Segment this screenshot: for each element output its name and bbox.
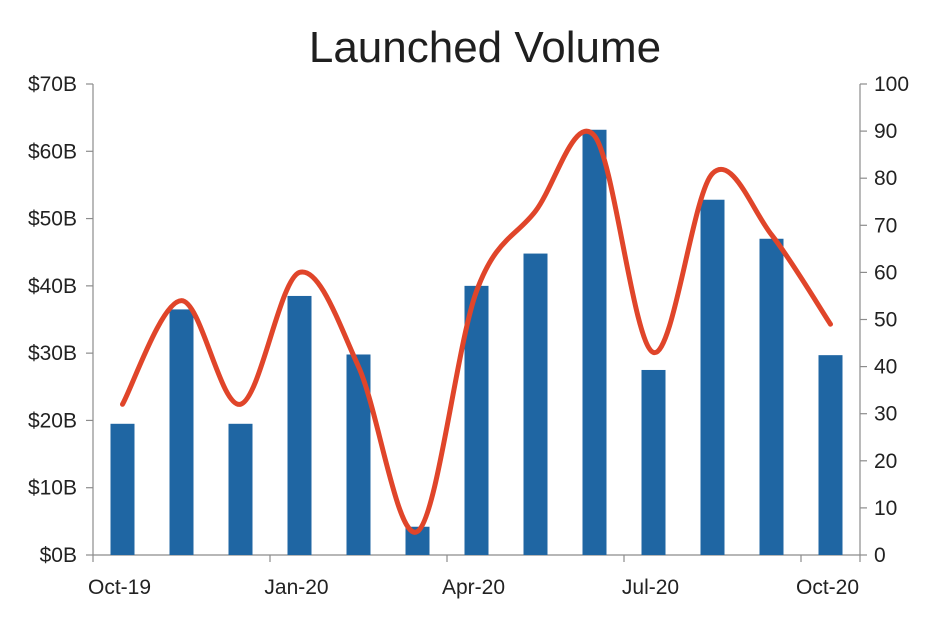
line-path — [120, 128, 833, 535]
left-tick-label: $30B — [28, 342, 77, 365]
bar — [110, 423, 135, 555]
bar — [641, 369, 666, 555]
bar — [464, 285, 489, 555]
right-tick-label: 80 — [874, 167, 897, 190]
x-tick-label: Oct-20 — [796, 576, 859, 599]
bar — [287, 295, 312, 555]
right-tick-label: 70 — [874, 214, 897, 237]
tick-labels: $0B $10B $20B $30B $40B $50B $60B $70B 0 10 20 30 40… — [28, 73, 909, 599]
bar — [759, 238, 784, 555]
x-tick-label: Oct-19 — [88, 576, 151, 599]
right-tick-label: 90 — [874, 120, 897, 143]
bar — [523, 253, 548, 555]
right-tick-label: 50 — [874, 309, 897, 332]
right-tick-label: 100 — [874, 73, 909, 96]
right-tick-label: 10 — [874, 497, 897, 520]
bar — [169, 309, 194, 555]
x-tick-label: Jul-20 — [622, 576, 679, 599]
right-tick-label: 20 — [874, 450, 897, 473]
left-tick-label: $20B — [28, 409, 77, 432]
bar — [582, 129, 607, 556]
right-tick-label: 0 — [874, 544, 886, 567]
left-tick-label: $70B — [28, 73, 77, 96]
x-tick-label: Jan-20 — [264, 576, 328, 599]
line-series — [120, 128, 833, 535]
left-tick-label: $50B — [28, 208, 77, 231]
chart-title: Launched Volume — [309, 23, 661, 72]
x-tick-label: Apr-20 — [442, 576, 505, 599]
bar — [228, 423, 253, 555]
left-tick-label: $0B — [40, 544, 77, 567]
bar-series — [110, 129, 843, 556]
left-tick-label: $40B — [28, 275, 77, 298]
left-tick-label: $60B — [28, 140, 77, 163]
bar — [818, 355, 843, 555]
right-tick-label: 60 — [874, 261, 897, 284]
bar — [700, 199, 725, 555]
right-tick-label: 30 — [874, 403, 897, 426]
left-tick-label: $10B — [28, 477, 77, 500]
right-tick-label: 40 — [874, 356, 897, 379]
